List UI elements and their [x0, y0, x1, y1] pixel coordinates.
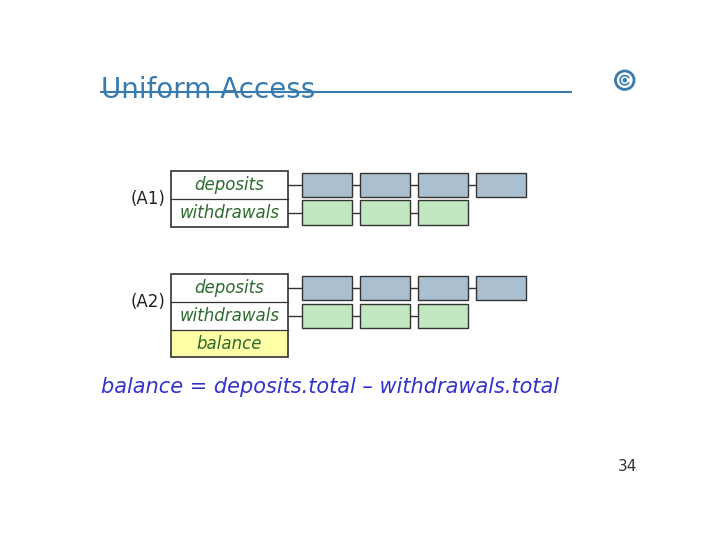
Bar [171, 274, 287, 302]
Bar [171, 171, 287, 226]
Bar [360, 200, 410, 225]
Bar [302, 303, 352, 328]
Text: (A1): (A1) [130, 190, 165, 208]
Bar [302, 276, 352, 300]
Bar [302, 200, 352, 225]
Text: withdrawals: withdrawals [179, 307, 279, 325]
Text: balance = deposits.total – withdrawals.total: balance = deposits.total – withdrawals.t… [101, 377, 559, 397]
Bar [418, 303, 468, 328]
Bar [360, 276, 410, 300]
Bar [476, 173, 526, 197]
Text: deposits: deposits [194, 176, 264, 194]
Bar [171, 330, 287, 357]
Bar [360, 303, 410, 328]
Bar [418, 276, 468, 300]
Bar [171, 274, 287, 357]
Bar [418, 200, 468, 225]
Text: 34: 34 [618, 460, 637, 475]
Bar [171, 171, 287, 199]
Bar [360, 173, 410, 197]
Bar [302, 173, 352, 197]
Text: (A2): (A2) [130, 293, 165, 311]
Bar [171, 302, 287, 330]
Text: withdrawals: withdrawals [179, 204, 279, 221]
Bar [171, 199, 287, 226]
Bar [476, 276, 526, 300]
Circle shape [624, 79, 626, 82]
Text: balance: balance [197, 335, 262, 353]
Text: Uniform Access: Uniform Access [101, 76, 315, 104]
Text: deposits: deposits [194, 279, 264, 297]
Bar [418, 173, 468, 197]
